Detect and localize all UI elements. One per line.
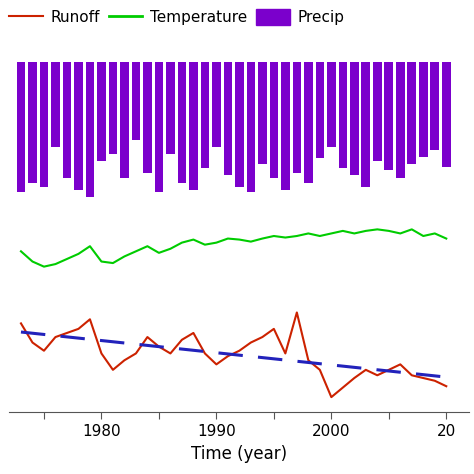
Bar: [419, 62, 428, 157]
Bar: [201, 62, 209, 168]
Bar: [270, 62, 278, 178]
Bar: [86, 62, 94, 197]
Bar: [132, 62, 140, 140]
Bar: [28, 62, 37, 182]
Bar: [281, 62, 290, 190]
Bar: [97, 62, 106, 161]
Bar: [316, 62, 324, 158]
Bar: [384, 62, 393, 170]
Bar: [120, 62, 129, 178]
Bar: [40, 62, 48, 187]
Bar: [327, 62, 336, 147]
Bar: [17, 62, 25, 192]
Bar: [63, 62, 71, 178]
Legend: Runoff, Temperature, Precip: Runoff, Temperature, Precip: [3, 3, 351, 31]
Bar: [246, 62, 255, 192]
Bar: [304, 62, 313, 182]
Bar: [373, 62, 382, 161]
Bar: [212, 62, 221, 147]
Bar: [109, 62, 117, 154]
Bar: [362, 62, 370, 187]
Bar: [338, 62, 347, 168]
Bar: [396, 62, 405, 178]
Bar: [143, 62, 152, 173]
Bar: [442, 62, 451, 167]
Bar: [408, 62, 416, 164]
Bar: [430, 62, 439, 150]
Bar: [350, 62, 359, 175]
Bar: [224, 62, 232, 175]
Bar: [74, 62, 83, 190]
Bar: [51, 62, 60, 147]
Bar: [258, 62, 267, 164]
Bar: [178, 62, 186, 182]
Bar: [235, 62, 244, 187]
X-axis label: Time (year): Time (year): [191, 445, 287, 463]
Bar: [292, 62, 301, 173]
Bar: [166, 62, 175, 154]
Bar: [155, 62, 163, 192]
Bar: [189, 62, 198, 190]
